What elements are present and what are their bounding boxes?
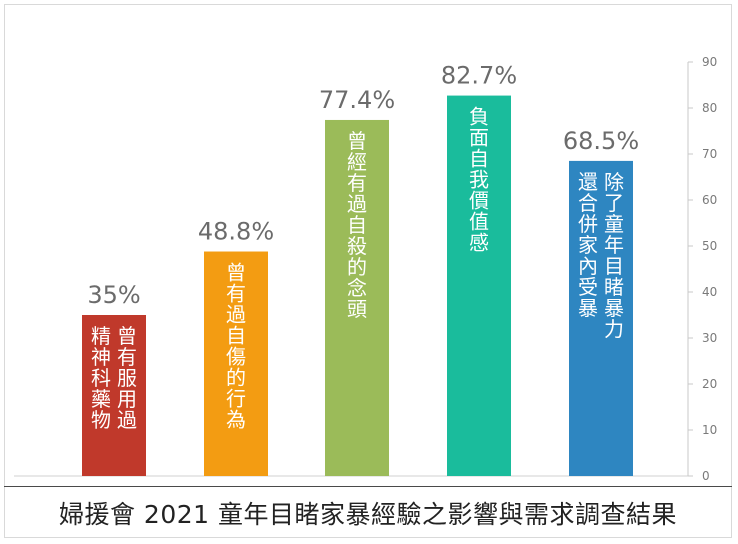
- category-char: 值: [469, 210, 489, 234]
- category-char: 曾: [117, 324, 137, 348]
- bar: [447, 95, 511, 476]
- category-char: 神: [91, 345, 111, 369]
- y-tick-label: 0: [702, 469, 710, 483]
- category-char: 內: [578, 254, 598, 278]
- category-char: 有: [226, 282, 246, 306]
- category-char: 過: [117, 408, 137, 432]
- category-char: 我: [469, 168, 489, 192]
- category-char: 暴: [578, 296, 598, 320]
- category-char: 服: [117, 366, 137, 390]
- category-char: 經: [347, 150, 367, 174]
- category-char: 的: [226, 366, 246, 390]
- y-tick-label: 20: [702, 377, 717, 391]
- category-char: 負: [469, 105, 489, 129]
- category-char: 傷: [226, 345, 246, 369]
- y-tick-label: 30: [702, 331, 717, 345]
- category-char: 面: [469, 126, 489, 150]
- bar: [569, 160, 633, 476]
- category-char: 用: [117, 387, 137, 411]
- bar-value-label: 82.7%: [441, 62, 517, 90]
- bar: [325, 119, 389, 477]
- category-char: 受: [578, 275, 598, 299]
- category-char: 年: [604, 233, 624, 257]
- category-char: 有: [347, 171, 367, 195]
- category-char: 了: [604, 191, 624, 215]
- category-char: 合: [578, 191, 598, 215]
- category-char: 有: [117, 345, 137, 369]
- category-char: 的: [347, 255, 367, 279]
- category-char: 過: [226, 303, 246, 327]
- y-tick-label: 10: [702, 423, 717, 437]
- category-char: 價: [469, 189, 489, 213]
- chart-title: 婦援會 2021 童年目睹家暴經驗之影響與需求調查結果: [4, 486, 732, 538]
- category-char: 力: [604, 317, 624, 341]
- y-tick-label: 50: [702, 239, 717, 253]
- category-char: 曾: [226, 261, 246, 285]
- category-char: 科: [91, 366, 111, 390]
- category-char: 念: [347, 276, 367, 300]
- bar-value-label: 48.8%: [198, 218, 274, 246]
- category-char: 家: [578, 233, 598, 257]
- category-char: 為: [226, 408, 246, 432]
- category-char: 殺: [347, 234, 367, 258]
- bar-value-label: 68.5%: [563, 127, 639, 155]
- bar-value-label: 77.4%: [319, 86, 395, 114]
- category-char: 還: [578, 170, 598, 194]
- category-char: 睹: [604, 275, 624, 299]
- category-char: 童: [604, 212, 624, 236]
- bar-chart: 35%曾有服用過精神科藥物48.8%曾有過自傷的行為77.4%曾經有過自殺的念頭…: [14, 55, 717, 483]
- category-char: 自: [469, 147, 489, 171]
- category-char: 藥: [91, 387, 111, 411]
- category-char: 目: [604, 254, 624, 278]
- category-char: 精: [91, 324, 111, 348]
- bar-value-label: 35%: [87, 281, 140, 309]
- bar: [204, 251, 268, 476]
- y-tick-label: 80: [702, 101, 717, 115]
- y-tick-label: 70: [702, 147, 717, 161]
- category-char: 自: [226, 324, 246, 348]
- y-tick-label: 40: [702, 285, 717, 299]
- category-char: 物: [91, 408, 111, 432]
- category-char: 過: [347, 192, 367, 216]
- bar: [82, 315, 146, 476]
- category-char: 併: [578, 212, 598, 236]
- category-char: 行: [226, 387, 246, 411]
- y-tick-label: 90: [702, 55, 717, 69]
- category-char: 感: [469, 231, 489, 255]
- category-char: 除: [604, 170, 624, 194]
- category-char: 曾: [347, 129, 367, 153]
- category-char: 暴: [604, 296, 624, 320]
- category-char: 頭: [347, 297, 367, 321]
- category-char: 自: [347, 213, 367, 237]
- y-tick-label: 60: [702, 193, 717, 207]
